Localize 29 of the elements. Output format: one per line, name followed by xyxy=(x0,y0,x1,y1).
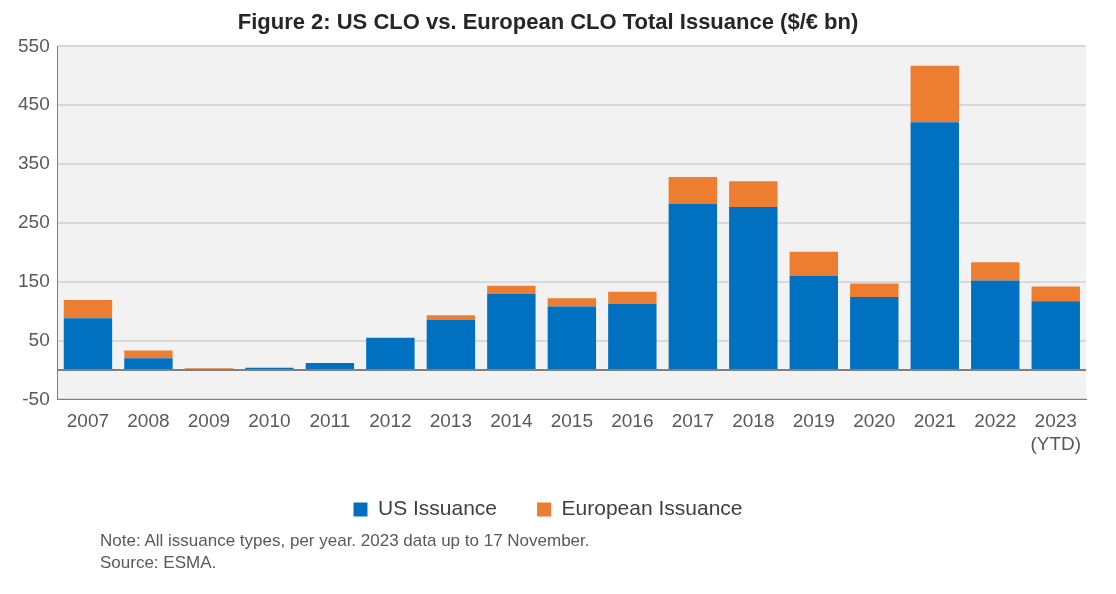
y-tick-label: 350 xyxy=(18,152,50,174)
y-tick-label: 50 xyxy=(28,328,50,350)
y-tick-label: 550 xyxy=(18,34,50,56)
x-tick-label: 2013 xyxy=(429,410,473,432)
x-tick-label: 2015 xyxy=(550,410,593,432)
x-tick-label: 2014 xyxy=(490,410,533,432)
chart-title: Figure 2: US CLO vs. European CLO Total Issuance ($/€ bn) xyxy=(237,9,859,35)
x-tick-label: 2017 xyxy=(671,410,714,432)
source-note: Source: ESMA. xyxy=(100,552,218,574)
x-tick-label: 2010 xyxy=(248,410,291,432)
legend-label: US Issuance xyxy=(377,496,498,520)
y-tick-label: 150 xyxy=(18,269,50,291)
x-tick-label: 2016 xyxy=(611,410,654,432)
x-tick-label: 2011 xyxy=(309,410,351,432)
x-tick-label: 2023 (YTD) xyxy=(1030,410,1082,454)
y-tick-label: 250 xyxy=(18,211,50,233)
x-tick-label: 2022 xyxy=(974,410,1017,432)
x-tick-label: 2007 xyxy=(66,410,110,432)
x-tick-label: 2018 xyxy=(732,410,775,432)
x-tick-label: 2008 xyxy=(127,410,170,432)
y-tick-label: -50 xyxy=(22,387,50,409)
y-tick-label: 450 xyxy=(18,93,50,115)
text: Note: All issuance types, per year. 2023 data up to 17 November. xyxy=(100,530,591,552)
legend-label: European Issuance xyxy=(561,496,743,520)
x-tick-label: 2012 xyxy=(369,410,412,432)
x-tick-label: 2020 xyxy=(853,410,896,432)
x-tick-label: 2021 xyxy=(913,410,956,432)
x-tick-label: 2009 xyxy=(187,410,231,432)
x-tick-label: 2019 xyxy=(792,410,835,432)
